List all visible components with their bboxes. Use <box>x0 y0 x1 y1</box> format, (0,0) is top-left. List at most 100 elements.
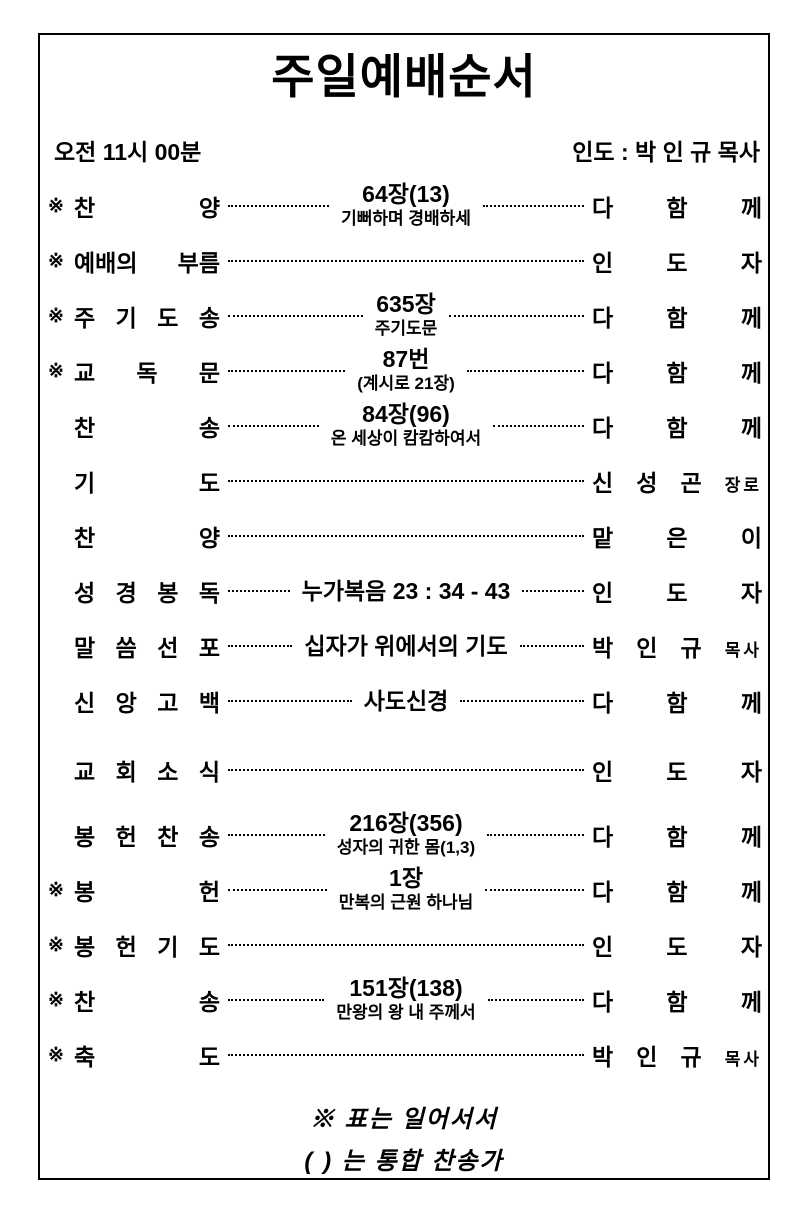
performer: 다 함 께 <box>592 873 762 907</box>
performer: 다 함 께 <box>592 684 762 718</box>
stand-marker: ※ <box>48 305 64 327</box>
leader-dots <box>228 260 584 263</box>
item-label: 찬 양 <box>74 195 220 222</box>
item-detail: 십자가 위에서의 기도 <box>300 632 511 659</box>
hymn-title: 주기도문 <box>374 318 438 338</box>
stand-marker: ※ <box>48 989 64 1011</box>
performer: 인 도 자 <box>592 753 762 787</box>
leader-dots <box>449 315 584 318</box>
leader-dots <box>228 370 346 373</box>
item-label: 찬 양 <box>74 525 220 552</box>
item-label: 예배의 부름 <box>74 250 220 277</box>
item-label: 성 경 봉 독 <box>74 580 220 607</box>
leader-dots <box>228 834 325 837</box>
service-info-line: 오전 11시 00분 인도 : 박 인 규 목사 <box>54 133 760 167</box>
performer: 다 함 께 <box>592 299 762 333</box>
footnote-stand: ※ 표는 일어서서 <box>310 1105 498 1133</box>
item-detail: 635장 주기도문 <box>371 292 442 339</box>
order-row-responsive-reading: ※ 교 독 문 87번 (계시로 21장) 다 함 께 <box>46 344 762 399</box>
order-row-hymn-2: ※ 찬 송 151장(138) 만왕의 왕 내 주께서 다 함 께 <box>46 973 762 1028</box>
performer-title: 목사 <box>724 1050 762 1070</box>
performer: 다 함 께 <box>592 818 762 852</box>
performer-name: 인 도 자 <box>592 580 763 607</box>
order-row-praise-2: 찬 양 맡 은 이 <box>46 509 762 564</box>
item-detail: 누가복음 23 : 34 - 43 <box>298 577 515 604</box>
performer-name: 인 도 자 <box>592 250 762 277</box>
leader-dots <box>228 700 352 703</box>
item-label: 축 도 <box>74 1044 220 1071</box>
performer: 박 인 규 목사 <box>592 1038 762 1072</box>
performer-name: 다 함 께 <box>592 195 762 222</box>
item-detail: 1장 만복의 근원 하나님 <box>335 866 478 913</box>
order-row-confession-of-faith: 신 앙 고 백 사도신경 다 함 께 <box>46 674 762 729</box>
hymn-number: 64장(13) <box>362 181 450 208</box>
hymn-number: 84장(96) <box>362 401 450 428</box>
leader-dots <box>466 370 585 373</box>
page-title: 주일예배순서 <box>271 50 537 103</box>
order-of-worship-list: ※ 찬 양 64장(13) 기뻐하며 경배하세 다 함 께 ※ 예배의 부름 인… <box>46 179 762 1083</box>
leader-dots <box>228 480 584 483</box>
performer-name: 박 인 규 <box>592 1044 702 1071</box>
leader-dots <box>228 999 325 1002</box>
hymn-title: 성자의 귀한 몸(1,3) <box>336 837 476 857</box>
performer-name: 다 함 께 <box>592 690 763 717</box>
stand-marker: ※ <box>48 1044 64 1066</box>
sermon-title: 십자가 위에서의 기도 <box>304 632 508 659</box>
stand-marker: ※ <box>48 250 64 272</box>
leader-dots <box>228 590 290 593</box>
reading-number: 87번 <box>382 346 430 373</box>
scripture-reference: 누가복음 23 : 34 - 43 <box>301 577 511 604</box>
item-label: 교 회 소 식 <box>74 759 220 786</box>
item-detail: 87번 (계시로 21장) <box>353 347 459 394</box>
order-row-praise-1: ※ 찬 양 64장(13) 기뻐하며 경배하세 다 함 께 <box>46 179 762 234</box>
performer-title: 장로 <box>724 476 762 496</box>
performer-name: 다 함 께 <box>592 360 763 387</box>
performer: 맡 은 이 <box>592 519 762 553</box>
item-label: 주 기 도 송 <box>74 305 220 332</box>
leader-dots <box>460 700 585 703</box>
performer-name: 다 함 께 <box>592 305 762 332</box>
performer-name: 인 도 자 <box>592 759 762 786</box>
hymn-title: 만왕의 왕 내 주께서 <box>336 1002 476 1022</box>
reading-reference: (계시로 21장) <box>357 373 455 393</box>
footnote-hymnal: ( ) 는 통합 찬송가 <box>304 1147 504 1175</box>
border-frame: 주일예배순서 오전 11시 00분 인도 : 박 인 규 목사 ※ 찬 양 64… <box>38 33 770 1180</box>
service-leader: 인도 : 박 인 규 목사 <box>572 138 760 165</box>
leader-dots <box>519 645 585 648</box>
performer-name: 신 성 곤 <box>592 470 702 497</box>
hymn-number: 216장(356) <box>349 810 463 837</box>
performer-name: 맡 은 이 <box>592 525 762 552</box>
item-label: 신 앙 고 백 <box>74 690 220 717</box>
leader-dots <box>228 1054 584 1057</box>
performer-name: 다 함 께 <box>592 415 762 442</box>
stand-marker: ※ <box>48 195 64 217</box>
leader-dots <box>487 834 584 837</box>
performer: 다 함 께 <box>592 983 762 1017</box>
item-detail: 216장(356) 성자의 귀한 몸(1,3) <box>333 811 479 858</box>
leader-dots <box>485 889 585 892</box>
item-label: 찬 송 <box>74 989 220 1016</box>
hymn-number: 1장 <box>389 865 423 892</box>
order-row-benediction: ※ 축 도 박 인 규 목사 <box>46 1028 762 1083</box>
performer-name: 박 인 규 <box>592 635 702 662</box>
leader-dots <box>228 205 330 208</box>
performer: 다 함 께 <box>592 409 762 443</box>
performer: 신 성 곤 장로 <box>592 464 762 498</box>
creed-name: 사도신경 <box>363 687 449 714</box>
performer-name: 다 함 께 <box>592 824 762 851</box>
item-detail: 64장(13) 기뻐하며 경배하세 <box>337 182 475 229</box>
leader-dots <box>228 944 584 947</box>
order-row-sermon: 말 씀 선 포 십자가 위에서의 기도 박 인 규 목사 <box>46 619 762 674</box>
performer-name: 인 도 자 <box>592 934 762 961</box>
item-detail: 사도신경 <box>360 687 453 714</box>
item-label: 봉 헌 기 도 <box>74 934 220 961</box>
hymn-number: 635장 <box>376 291 436 318</box>
performer: 인 도 자 <box>592 928 762 962</box>
order-row-offering-prayer: ※ 봉 헌 기 도 인 도 자 <box>46 918 762 973</box>
item-label: 기 도 <box>74 470 220 497</box>
hymn-title: 기뻐하며 경배하세 <box>341 208 471 228</box>
performer: 다 함 께 <box>592 354 762 388</box>
stand-marker: ※ <box>48 934 64 956</box>
item-label: 말 씀 선 포 <box>74 635 220 662</box>
